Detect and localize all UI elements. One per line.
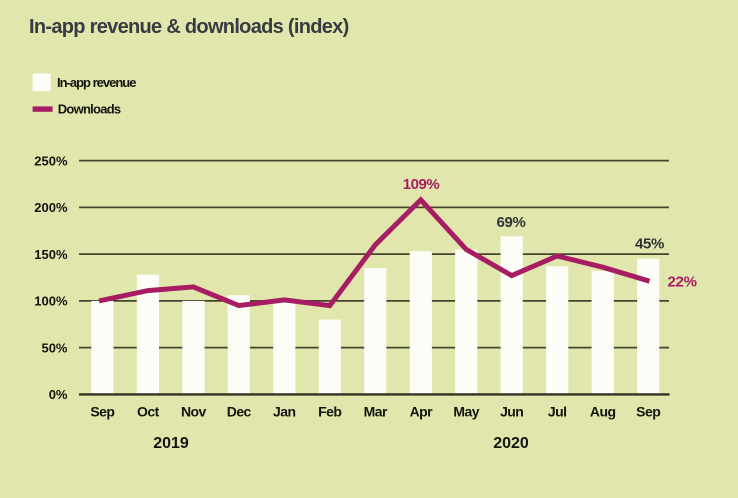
svg-text:Apr: Apr (410, 404, 434, 420)
svg-text:250%: 250% (34, 153, 68, 168)
svg-text:Aug: Aug (590, 404, 616, 420)
svg-text:50%: 50% (41, 340, 67, 355)
svg-text:2019: 2019 (153, 435, 189, 452)
svg-text:In-app revenue & downloads (in: In-app revenue & downloads (index) (29, 16, 349, 38)
svg-text:Jan: Jan (273, 404, 295, 420)
svg-text:100%: 100% (34, 294, 68, 309)
svg-text:Mar: Mar (364, 404, 388, 420)
svg-text:Sep: Sep (90, 404, 114, 420)
svg-text:Jun: Jun (500, 404, 523, 420)
svg-text:Nov: Nov (181, 404, 207, 420)
svg-text:2020: 2020 (493, 435, 529, 452)
svg-text:In-app revenue: In-app revenue (57, 75, 136, 90)
svg-text:109%: 109% (403, 176, 440, 193)
svg-text:22%: 22% (668, 274, 697, 291)
svg-text:69%: 69% (496, 214, 525, 231)
svg-text:Sep: Sep (636, 404, 660, 420)
svg-text:Jul: Jul (548, 404, 567, 420)
svg-text:Oct: Oct (137, 404, 160, 420)
svg-text:45%: 45% (635, 236, 664, 253)
svg-text:Feb: Feb (318, 404, 341, 420)
svg-text:0%: 0% (49, 387, 68, 402)
svg-text:Downloads: Downloads (58, 102, 121, 117)
svg-text:Dec: Dec (227, 404, 252, 420)
svg-text:May: May (453, 404, 479, 420)
svg-text:150%: 150% (34, 247, 68, 262)
svg-text:200%: 200% (34, 200, 68, 215)
